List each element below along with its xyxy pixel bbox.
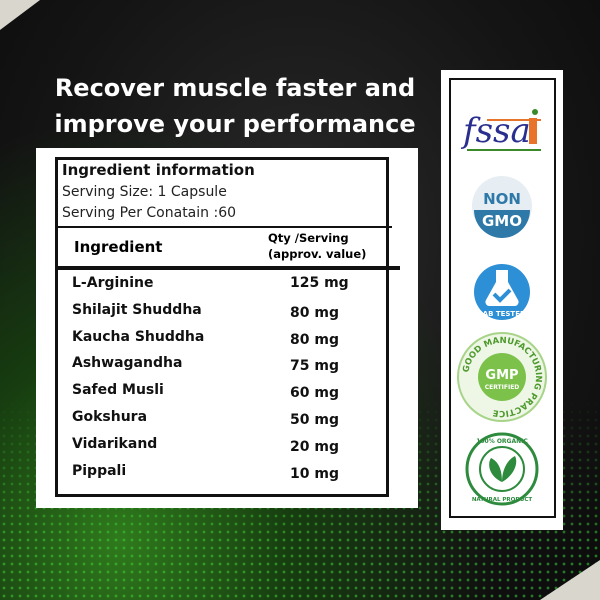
svg-text:fssa: fssa [460, 111, 531, 151]
svg-text:NATURAL PRODUCT: NATURAL PRODUCT [472, 497, 533, 503]
ingredient-qty: 60 mg [290, 385, 339, 402]
ingredient-name: Vidarikand [72, 435, 158, 452]
card-border [55, 157, 389, 497]
headline: Recover muscle faster and improve your pe… [54, 74, 416, 138]
ingredient-qty: 75 mg [290, 358, 339, 375]
ingredient-name: Pippali [72, 462, 127, 479]
ingredient-card: Ingredient information Serving Size: 1 C… [36, 148, 418, 508]
servings-per-container: Serving Per Conatain :60 [62, 205, 237, 221]
serving-size: Serving Size: 1 Capsule [62, 184, 227, 200]
divider [56, 266, 400, 270]
paper-corner [0, 0, 40, 30]
serving-info: Ingredient information Serving Size: 1 C… [62, 160, 255, 224]
svg-text:CERTIFIED: CERTIFIED [485, 384, 520, 391]
certification-panel: fssa NON GMO LAB TESTED GMP CERTIFIED GO… [441, 70, 563, 530]
svg-text:LAB TESTED: LAB TESTED [478, 310, 526, 318]
table-row: Vidarikand 20 mg [72, 435, 392, 455]
svg-text:NON: NON [483, 190, 521, 208]
ingredient-qty: 80 mg [290, 331, 339, 348]
table-row: Shilajit Shuddha 80 mg [72, 301, 392, 321]
table-row: Gokshura 50 mg [72, 409, 392, 428]
table-row: Pippali 10 mg [72, 462, 392, 482]
non-gmo-badge: NON GMO [472, 176, 532, 238]
table-row: L-Arginine 125 mg [72, 275, 392, 291]
ingredient-name: Ashwagandha [72, 355, 183, 372]
paper-corner [540, 560, 600, 600]
ingredient-qty: 50 mg [290, 412, 339, 428]
table-row: Ashwagandha 75 mg [72, 355, 392, 375]
header-ingredient: Ingredient [74, 238, 163, 256]
ingredient-qty: 10 mg [290, 465, 339, 482]
ingredient-qty: 80 mg [290, 304, 339, 321]
panel-border [449, 78, 556, 518]
ingredient-name: Shilajit Shuddha [72, 301, 202, 318]
lab-tested-badge: LAB TESTED [474, 264, 530, 320]
info-title: Ingredient information [62, 161, 255, 179]
ingredient-name: Kaucha Shuddha [72, 328, 205, 345]
svg-text:GMP: GMP [485, 368, 518, 383]
table-row: Safed Musli 60 mg [72, 382, 392, 402]
svg-text:100% ORGANIC: 100% ORGANIC [476, 438, 528, 445]
gmp-certified-badge: GMP CERTIFIED GOOD MANUFACTURING PRACTIC… [457, 332, 547, 422]
ingredient-name: Safed Musli [72, 382, 164, 399]
svg-text:GMO: GMO [482, 212, 522, 230]
ingredient-qty: 125 mg [290, 275, 349, 291]
ingredient-qty: 20 mg [290, 438, 339, 455]
table-row: Kaucha Shuddha 80 mg [72, 328, 392, 348]
ingredient-name: Gokshura [72, 409, 148, 425]
ingredient-name: L-Arginine [72, 275, 154, 291]
fssai-logo: fssa [460, 109, 541, 151]
organic-badge: 100% ORGANIC NATURAL PRODUCT [465, 432, 539, 506]
header-qty: Qty /Serving (approv. value) [268, 231, 367, 261]
divider [56, 226, 392, 228]
